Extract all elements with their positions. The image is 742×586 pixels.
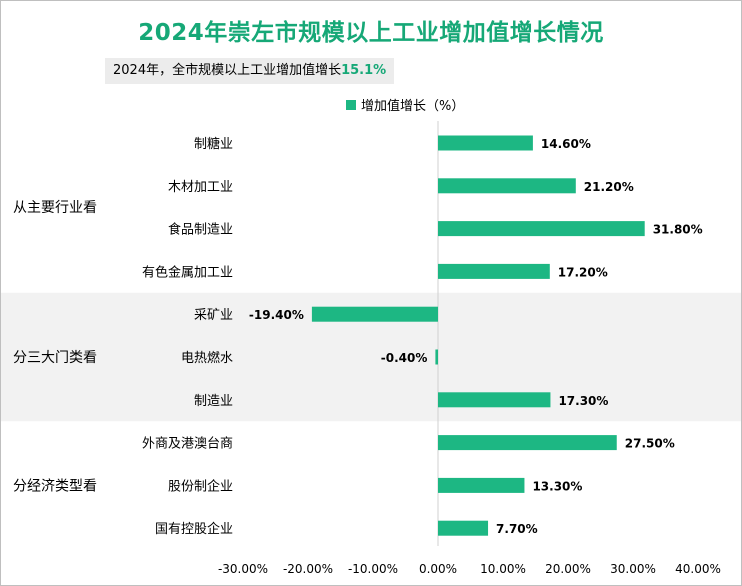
data-label: 21.20% xyxy=(584,180,634,194)
bar xyxy=(312,307,438,322)
category-label: 制造业 xyxy=(194,394,233,409)
category-label: 木材加工业 xyxy=(168,180,233,195)
group-label: 分经济类型看 xyxy=(13,478,97,494)
category-label: 有色金属加工业 xyxy=(142,264,233,280)
bar xyxy=(438,435,617,450)
data-label: -0.40% xyxy=(381,351,428,365)
x-tick-label: 20.00% xyxy=(545,562,591,576)
data-label: 17.30% xyxy=(558,394,608,408)
legend-swatch xyxy=(346,100,356,110)
bar xyxy=(438,521,488,536)
group-label: 分三大门类看 xyxy=(13,350,97,366)
bar xyxy=(438,478,524,493)
x-tick-label: -20.00% xyxy=(283,562,333,576)
category-label: 食品制造业 xyxy=(168,222,233,238)
x-tick-label: 30.00% xyxy=(610,562,656,576)
bar xyxy=(435,350,438,365)
bar xyxy=(438,392,550,407)
legend-label: 增加值增长（%） xyxy=(361,98,464,114)
data-label: 14.60% xyxy=(541,137,591,151)
category-label: 国有控股企业 xyxy=(155,521,233,537)
bar xyxy=(438,178,576,193)
data-label: 13.30% xyxy=(532,479,582,493)
category-label: 制糖业 xyxy=(194,136,233,152)
data-label: 17.20% xyxy=(558,265,608,279)
x-tick-label: 0.00% xyxy=(419,562,457,576)
x-tick-label: -30.00% xyxy=(218,562,268,576)
x-tick-label: 10.00% xyxy=(480,562,526,576)
category-label: 采矿业 xyxy=(194,308,233,323)
bar xyxy=(438,136,533,151)
data-label: -19.40% xyxy=(249,308,304,322)
data-label: 27.50% xyxy=(625,437,675,451)
category-label: 股份制企业 xyxy=(168,478,233,494)
x-tick-label: 40.00% xyxy=(675,562,721,576)
x-tick-label: -10.00% xyxy=(348,562,398,576)
category-label: 电热燃水 xyxy=(181,350,233,366)
bar xyxy=(438,264,550,279)
data-label: 31.80% xyxy=(653,223,703,237)
bar xyxy=(438,221,645,236)
category-label: 外商及港澳台商 xyxy=(142,436,233,452)
data-label: 7.70% xyxy=(496,522,538,536)
group-label: 从主要行业看 xyxy=(13,200,97,216)
